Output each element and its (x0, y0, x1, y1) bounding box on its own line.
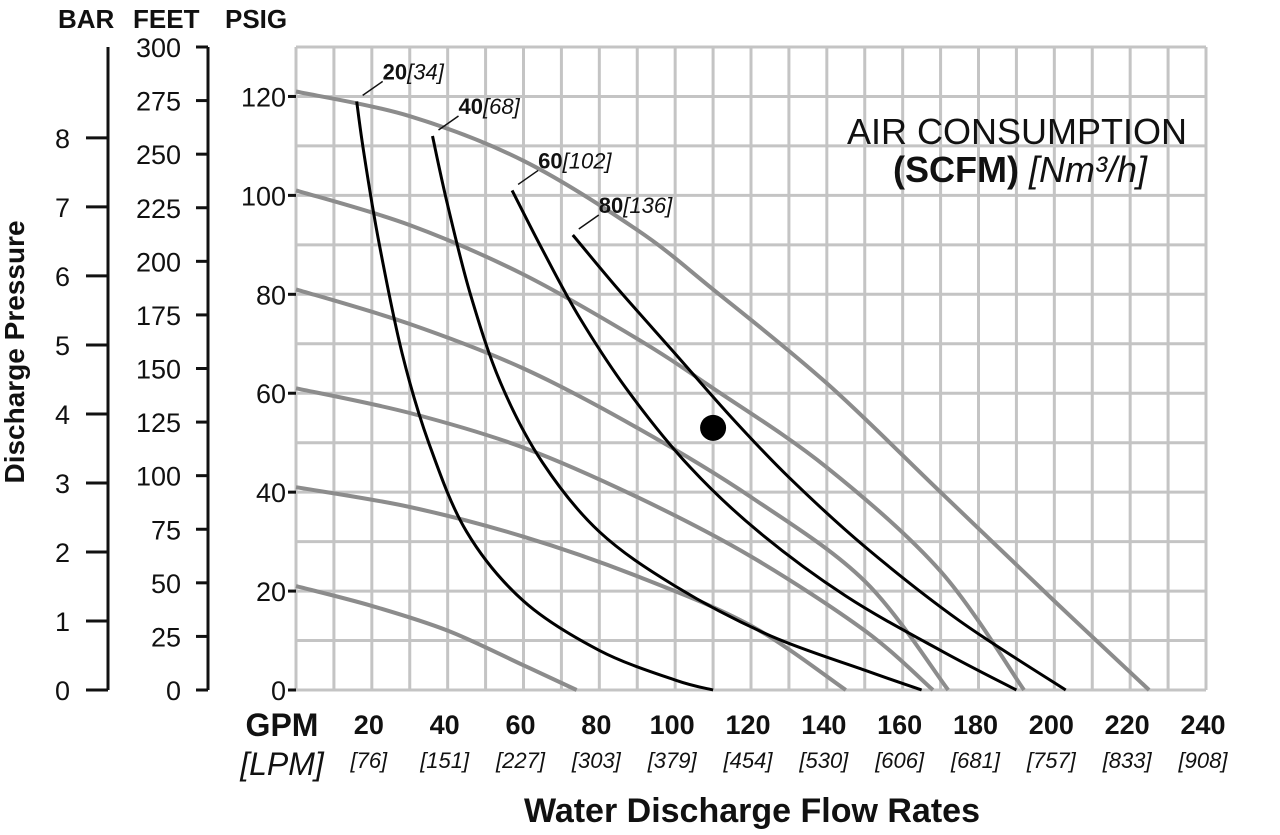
bar-tick-label: 8 (55, 124, 70, 154)
air-curve-label: 20[34] (383, 59, 445, 84)
legend-title: AIR CONSUMPTION (847, 111, 1187, 152)
performance-curve-5 (295, 485, 847, 692)
bar-tick-label: 2 (55, 538, 70, 568)
x-tick-label-lpm: [454] (723, 748, 774, 773)
air-curve-label-scfm: 80 (599, 193, 623, 218)
x-tick-label-gpm: 60 (505, 710, 535, 740)
x-tick-label-gpm: 20 (354, 710, 384, 740)
x-tick-label-gpm: 220 (1105, 710, 1150, 740)
psig-tick-label: 0 (271, 676, 286, 706)
feet-tick-label: 200 (136, 247, 181, 277)
air-curve-leader (362, 80, 384, 97)
x-unit-gpm: GPM (246, 707, 319, 743)
feet-tick-label: 75 (151, 515, 181, 545)
feet-tick-label: 300 (136, 33, 181, 63)
performance-curves (295, 89, 1151, 692)
grid (294, 45, 1208, 692)
performance-curve-6 (295, 584, 578, 692)
x-tick-label-lpm: [606] (874, 748, 925, 773)
x-tick-label-lpm: [530] (798, 748, 849, 773)
x-tick-label-lpm: [833] (1102, 748, 1153, 773)
x-tick-label-gpm: 240 (1180, 710, 1225, 740)
air-curve-80-scfm (571, 234, 1067, 692)
x-tick-label-gpm: 180 (953, 710, 998, 740)
performance-curve-2 (295, 188, 1026, 692)
legend-units-nm3h: [Nm³/h] (1028, 149, 1148, 190)
psig-tick-label: 40 (256, 478, 286, 508)
air-curve-label-nm3h: [102] (562, 148, 613, 173)
x-tick-label-gpm: 200 (1029, 710, 1074, 740)
air-curve-label: 80[136] (599, 193, 673, 218)
feet-tick-label: 250 (136, 140, 181, 170)
psig-axis-header: PSIG (225, 4, 287, 34)
performance-curve-1 (295, 89, 1151, 692)
air-curve-label-scfm: 40 (459, 94, 483, 119)
air-curve-40-scfm (431, 135, 923, 692)
x-tick-label-lpm: [227] (495, 748, 546, 773)
x-tick-label-gpm: 80 (581, 710, 611, 740)
bar-tick-label: 3 (55, 469, 70, 499)
x-tick-label-gpm: 120 (725, 710, 770, 740)
x-tick-label-gpm: 140 (801, 710, 846, 740)
feet-tick-label: 0 (166, 676, 181, 706)
operating-point-marker (700, 414, 727, 441)
air-curve-20-scfm (355, 101, 714, 692)
feet-tick-label: 275 (136, 87, 181, 117)
x-axis-title: Water Discharge Flow Rates (524, 792, 980, 830)
feet-tick-label: 150 (136, 355, 181, 385)
psig-tick-label: 80 (256, 280, 286, 310)
x-tick-label-gpm: 160 (877, 710, 922, 740)
bar-tick-label: 1 (55, 607, 70, 637)
legend-units: (SCFM) [Nm³/h] (893, 149, 1148, 190)
x-tick-label-lpm: [908] (1178, 748, 1229, 773)
air-curve-label-scfm: 20 (383, 59, 407, 84)
x-unit-lpm: [LPM] (239, 746, 325, 782)
y-axis-title: Discharge Pressure (0, 220, 30, 483)
bar-tick-label: 4 (55, 400, 70, 430)
air-curve-label: 40[68] (459, 94, 521, 119)
axes: 0204060801001200255075100125150175200225… (55, 33, 1228, 773)
operating-point (700, 414, 727, 441)
air-curve-leader (438, 115, 459, 131)
air-consumption-curves (355, 101, 1067, 692)
air-curve-leader (578, 214, 600, 230)
bar-tick-label: 6 (55, 262, 70, 292)
feet-tick-label: 175 (136, 301, 181, 331)
feet-axis-header: FEET (133, 4, 200, 34)
bar-tick-label: 7 (55, 193, 70, 223)
performance-curve-4 (295, 386, 935, 692)
air-curve-60-scfm (510, 189, 1018, 692)
air-curve-label-nm3h: [136] (622, 193, 673, 218)
feet-tick-label: 225 (136, 194, 181, 224)
psig-tick-label: 60 (256, 379, 286, 409)
air-curve-label: 60[102] (538, 148, 612, 173)
feet-tick-label: 125 (136, 408, 181, 438)
bar-axis-header: BAR (58, 4, 115, 34)
x-tick-label-lpm: [76] (349, 748, 388, 773)
x-tick-label-gpm: 100 (650, 710, 695, 740)
x-tick-label-lpm: [151] (419, 748, 470, 773)
air-curve-label-nm3h: [34] (406, 59, 445, 84)
psig-tick-label: 120 (241, 82, 286, 112)
feet-tick-label: 25 (151, 622, 181, 652)
feet-tick-label: 50 (151, 569, 181, 599)
legend-units-scfm: (SCFM) (893, 149, 1019, 190)
air-curve-labels: 20[34] 40[68] 60[102] 80[136] (362, 59, 673, 230)
psig-tick-label: 20 (256, 577, 286, 607)
x-tick-label-lpm: [681] (950, 748, 1001, 773)
air-curve-leader (517, 169, 539, 186)
x-tick-label-gpm: 40 (430, 710, 460, 740)
x-tick-label-lpm: [379] (647, 748, 698, 773)
psig-tick-label: 100 (241, 181, 286, 211)
x-tick-label-lpm: [303] (571, 748, 622, 773)
bar-tick-label: 5 (55, 331, 70, 361)
x-tick-label-lpm: [757] (1026, 748, 1077, 773)
performance-curve-3 (295, 287, 950, 692)
air-curve-label-nm3h: [68] (482, 94, 521, 119)
feet-tick-label: 100 (136, 462, 181, 492)
air-curve-label-scfm: 60 (538, 148, 562, 173)
bar-tick-label: 0 (55, 676, 70, 706)
